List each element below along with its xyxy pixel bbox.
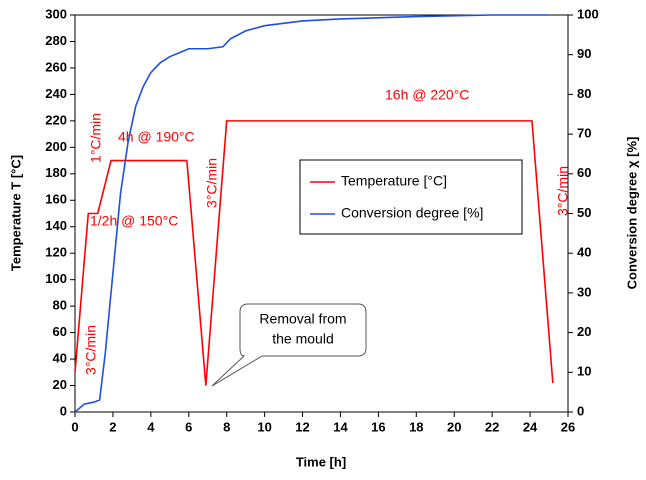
y-tick-label: 260	[45, 59, 67, 74]
x-tick-label: 14	[333, 419, 348, 434]
x-tick-label: 6	[185, 419, 192, 434]
y-tick-label: 0	[60, 403, 67, 418]
series-line	[74, 14, 550, 413]
x-tick-label: 16	[371, 419, 385, 434]
x-tick-label: 4	[147, 419, 155, 434]
annotation: 3°C/min	[204, 158, 220, 208]
y-tick-label: 100	[45, 271, 67, 286]
y-tick-label: 120	[45, 245, 67, 260]
annotation: 3°C/min	[83, 325, 99, 375]
y-tick-label: 200	[45, 139, 67, 154]
y-tick-label: 60	[53, 324, 67, 339]
y-tick-label: 180	[45, 165, 67, 180]
y-tick-label: 140	[45, 218, 67, 233]
y2-tick-label: 100	[577, 6, 599, 21]
y2-axis-label: Conversion degree χ [%]	[624, 137, 639, 290]
x-tick-label: 18	[409, 419, 423, 434]
legend-label: Temperature [°C]	[341, 173, 447, 189]
y-tick-label: 20	[53, 377, 67, 392]
x-tick-label: 10	[257, 419, 271, 434]
x-tick-label: 24	[523, 419, 538, 434]
y-axis-label: Temperature T [°C]	[8, 155, 23, 271]
y2-tick-label: 50	[577, 205, 591, 220]
y-tick-label: 80	[53, 298, 67, 313]
y2-tick-label: 10	[577, 364, 591, 379]
y-tick-label: 240	[45, 86, 67, 101]
y2-tick-label: 80	[577, 86, 591, 101]
x-tick-label: 8	[223, 419, 230, 434]
legend-label: Conversion degree [%]	[341, 205, 483, 221]
callout-text: Removal from	[259, 311, 346, 327]
callout-text: the mould	[272, 331, 333, 347]
legend-box	[299, 159, 523, 235]
x-tick-label: 0	[71, 419, 78, 434]
annotation: 1/2h @ 150°C	[90, 213, 178, 229]
x-tick-label: 26	[561, 419, 575, 434]
annotation: 3°C/min	[555, 166, 571, 216]
annotation: 4h @ 190°C	[118, 129, 195, 145]
y-tick-label: 40	[53, 351, 67, 366]
series-line	[74, 120, 554, 386]
x-tick-label: 22	[485, 419, 499, 434]
y2-tick-label: 70	[577, 126, 591, 141]
y-tick-label: 300	[45, 6, 67, 21]
y2-tick-label: 40	[577, 245, 591, 260]
annotation: 16h @ 220°C	[385, 87, 469, 103]
y-tick-label: 280	[45, 33, 67, 48]
y-tick-label: 220	[45, 112, 67, 127]
x-axis-label: Time [h]	[296, 454, 346, 469]
y2-tick-label: 90	[577, 46, 591, 61]
y-tick-label: 160	[45, 192, 67, 207]
annotation: 1°C/min	[88, 113, 104, 163]
x-tick-label: 20	[447, 419, 461, 434]
callout-bubble	[211, 303, 367, 387]
y2-tick-label: 0	[577, 403, 584, 418]
x-tick-label: 2	[109, 419, 116, 434]
y2-tick-label: 60	[577, 165, 591, 180]
y2-tick-label: 30	[577, 284, 591, 299]
x-tick-label: 12	[295, 419, 309, 434]
y2-tick-label: 20	[577, 324, 591, 339]
